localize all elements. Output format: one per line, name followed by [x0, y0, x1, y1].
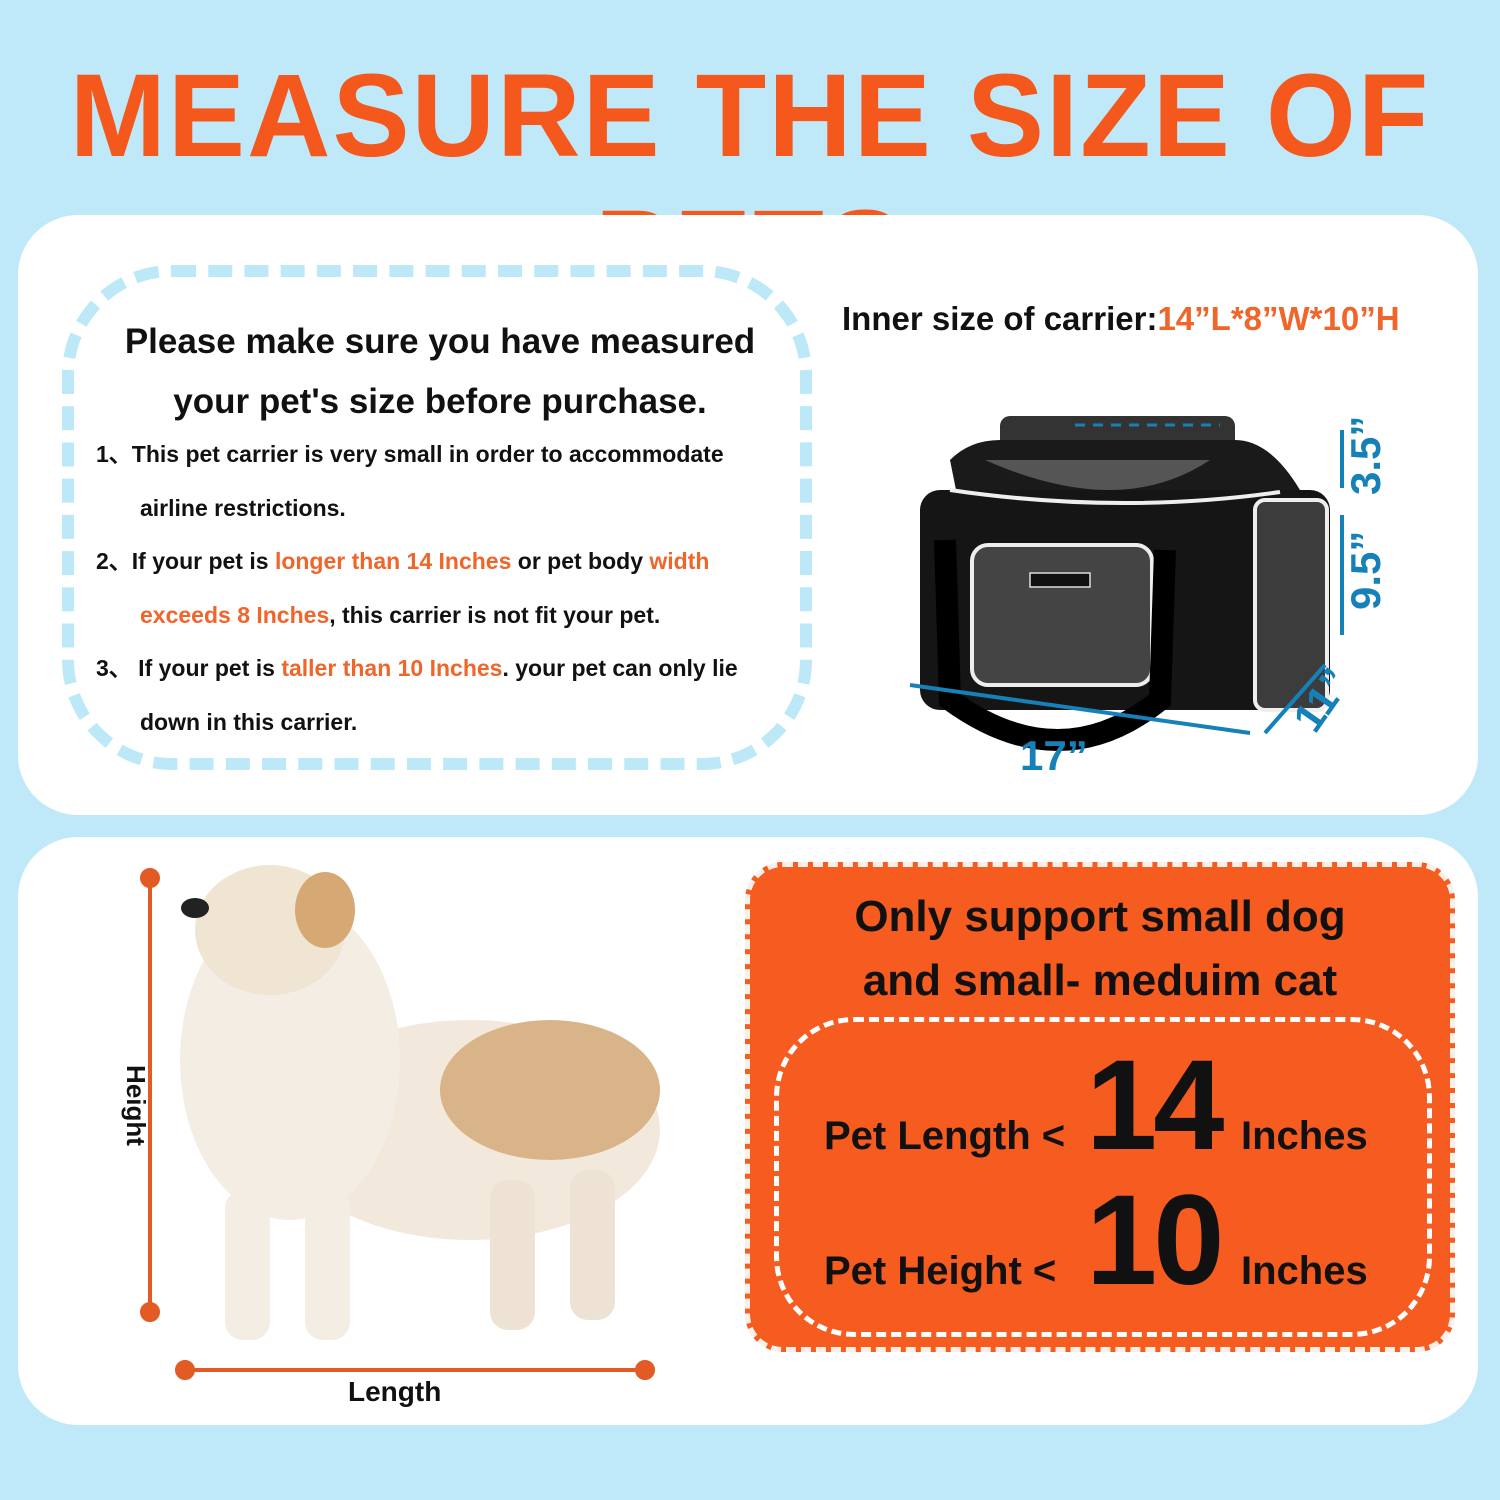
dim-length: 17” [1020, 732, 1088, 779]
notice-rules: 1、This pet carrier is very small in orde… [96, 428, 796, 749]
rule-1: 1、This pet carrier is very small in orde… [96, 441, 724, 467]
rule-3: 3、 If your pet is taller than 10 Inches.… [96, 655, 738, 681]
height-limit: Pet Height <10 Inches [824, 1169, 1368, 1312]
height-label: Height [120, 1065, 151, 1146]
notice-dashed-frame [62, 265, 812, 770]
length-label: Length [348, 1376, 442, 1407]
dog-image [140, 865, 660, 1380]
notice-lead: Please make sure you have measured your … [124, 322, 756, 421]
support-box: Only support small dog and small- meduim… [745, 862, 1455, 1352]
rule-2: 2、If your pet is longer than 14 Inches o… [96, 548, 710, 574]
inner-size: Inner size of carrier:14”L*8”W*10”H [842, 300, 1400, 337]
brand-tag [1029, 572, 1091, 588]
limits-frame: Pet Length <14 Inches Pet Height <10 Inche… [774, 1017, 1432, 1337]
dim-top: 3.5” [1342, 416, 1389, 495]
length-limit: Pet Length <14 Inches [824, 1034, 1368, 1177]
support-heading: Only support small dog and small- meduim… [854, 892, 1346, 1005]
carrier-image: 3.5” 9.5” 17” 11” [909, 416, 1389, 779]
dim-height: 9.5” [1342, 531, 1389, 610]
